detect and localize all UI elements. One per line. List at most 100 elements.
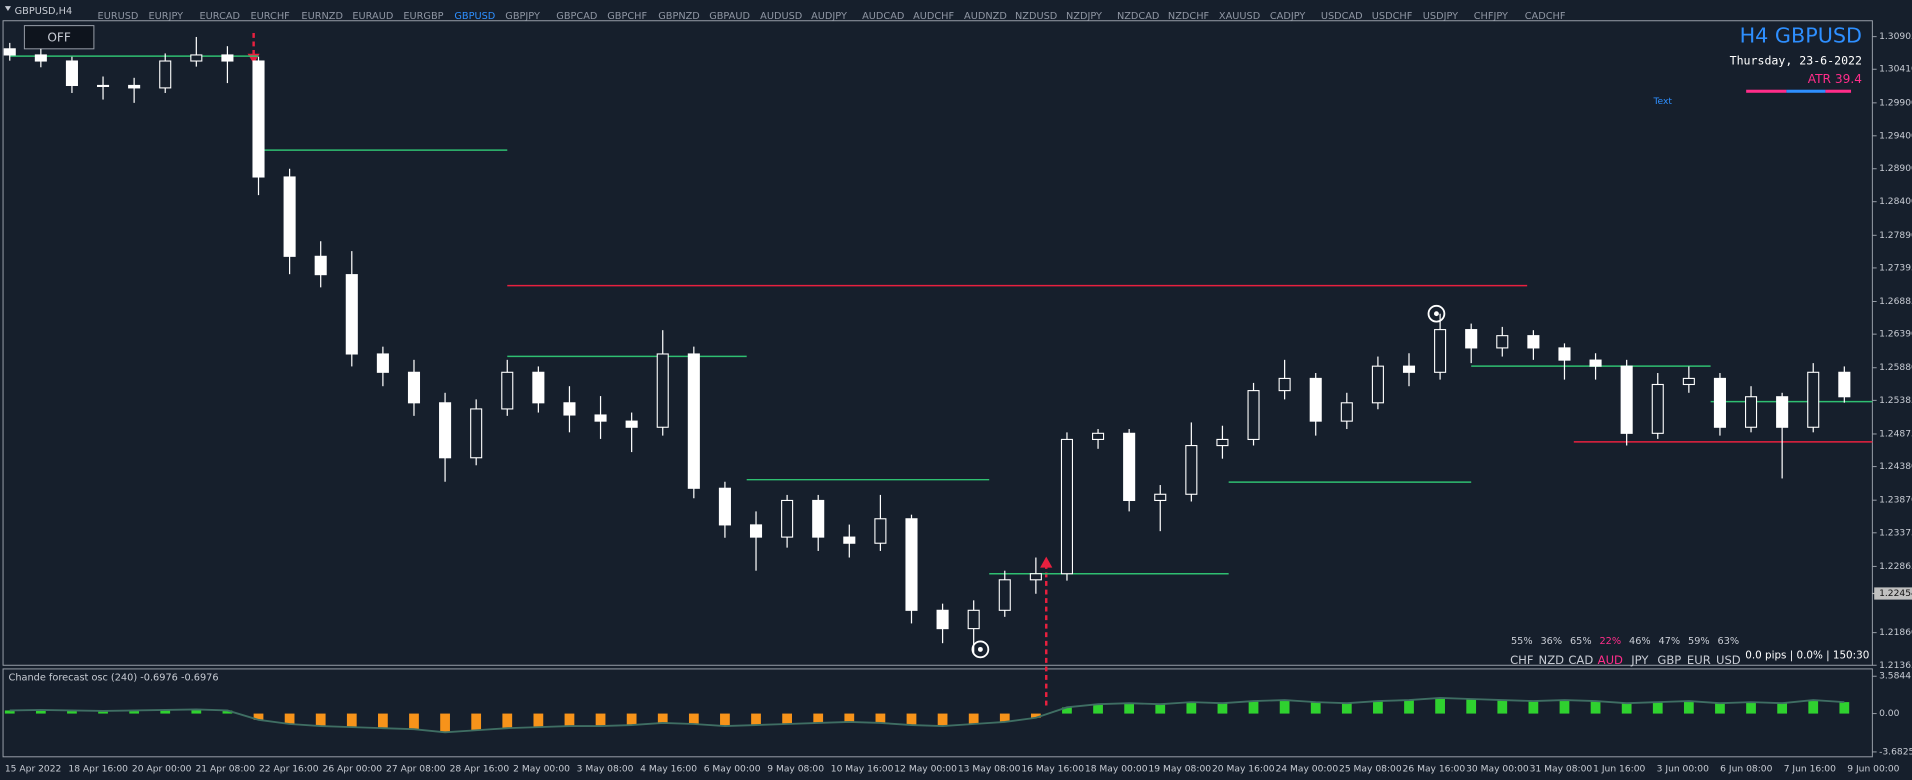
osc-bar <box>595 713 606 727</box>
symbol-tab[interactable]: EURGBP <box>403 11 443 22</box>
symbol-tab[interactable]: AUDNZD <box>964 11 1007 22</box>
symbol-tab[interactable]: GBPCHF <box>607 11 647 22</box>
osc-bar <box>906 713 917 726</box>
y-tick-label: 1.21860 <box>1879 628 1912 638</box>
osc-bar <box>1341 703 1352 714</box>
candle-body <box>1278 377 1291 392</box>
candle-body <box>1371 365 1384 404</box>
buy-arrow-head <box>1040 556 1053 568</box>
osc-bar <box>999 713 1010 722</box>
osc-bar <box>875 713 886 723</box>
osc-bar <box>564 713 575 727</box>
status: 0.0 pips | 0.0% | 150:30 <box>1745 649 1869 661</box>
symbol-tab[interactable]: AUDJPY <box>811 11 847 22</box>
candle-body <box>345 274 358 355</box>
symbol-tab[interactable]: CHFJPY <box>1474 11 1508 22</box>
symbol-tab[interactable]: GBPUSD <box>454 11 495 22</box>
symbol-tab[interactable]: AUDCHF <box>913 11 954 22</box>
y-tick-label: 1.26885 <box>1879 297 1912 307</box>
osc-bar <box>4 710 15 714</box>
osc-bar <box>813 713 824 723</box>
symbol-tab[interactable]: NZDCHF <box>1168 11 1210 22</box>
osc-bar <box>1093 704 1103 714</box>
symbol-tab[interactable]: GBPCAD <box>556 11 597 22</box>
candle-body <box>1527 335 1540 349</box>
osc-bar <box>502 713 513 729</box>
symbol-tab[interactable]: EURCHF <box>250 11 290 22</box>
symbol-tab[interactable]: GBPJPY <box>505 11 540 22</box>
candle-body <box>1558 347 1571 361</box>
strength-percent: 22% <box>1599 636 1621 647</box>
symbol-tab[interactable]: EURAUD <box>352 11 393 22</box>
osc-bar <box>67 710 77 714</box>
candle-body <box>97 84 110 87</box>
symbol-tab[interactable]: CADCHF <box>1525 11 1566 22</box>
strength-currency: USD <box>1716 653 1741 667</box>
candle-body <box>905 518 918 611</box>
candle-body <box>1092 432 1105 440</box>
symbol-tab[interactable]: NZDCAD <box>1117 11 1159 22</box>
osc-bar <box>1186 702 1197 714</box>
x-tick-label: 20 May 16:00 <box>1212 765 1275 775</box>
candle-body <box>1745 396 1758 428</box>
candle-body <box>314 255 327 276</box>
osc-bar <box>1621 703 1632 714</box>
osc-bar <box>440 713 450 733</box>
candle-body <box>376 353 389 373</box>
symbol-tab[interactable]: EURUSD <box>98 11 139 22</box>
symbol-tab[interactable]: AUDUSD <box>760 11 802 22</box>
candle-body <box>221 54 234 62</box>
candle-body <box>1185 445 1198 495</box>
symbol-tab[interactable]: NZDJPY <box>1066 11 1102 22</box>
atr-bar <box>1786 89 1826 93</box>
candle-body <box>1309 377 1322 422</box>
candle-body <box>1123 432 1136 502</box>
symbol-tab[interactable]: USDCHF <box>1372 11 1413 22</box>
y-tick-label: 1.23375 <box>1879 528 1912 538</box>
osc-bar <box>409 713 419 730</box>
candle-body <box>1434 329 1447 373</box>
symbol-tab[interactable]: NZDUSD <box>1015 11 1057 22</box>
osc-line <box>9 697 1845 734</box>
symbol-tab[interactable]: EURCAD <box>199 11 240 22</box>
symbol-tab[interactable]: GBPNZD <box>658 11 700 22</box>
current-price-label: 1.22454 <box>1879 589 1912 599</box>
symbol-tab[interactable]: CADJPY <box>1270 11 1306 22</box>
symbol-tab[interactable]: USDJPY <box>1423 11 1458 22</box>
osc-bar <box>98 710 108 714</box>
symbol-tab[interactable]: EURNZD <box>301 11 343 22</box>
symbol-tab[interactable]: XAUUSD <box>1219 11 1260 22</box>
candle-body <box>252 60 265 178</box>
x-tick-label: 7 Jun 16:00 <box>1784 765 1836 775</box>
swing-low-marker <box>977 646 983 652</box>
x-tick-label: 9 Jun 00:00 <box>1847 765 1899 775</box>
symbol-tab[interactable]: GBPAUD <box>709 11 750 22</box>
candle-body <box>1154 493 1167 502</box>
y-tick-label: 1.26390 <box>1879 330 1912 340</box>
osc-bar <box>1435 697 1445 714</box>
x-tick-label: 3 May 08:00 <box>577 765 634 775</box>
candle-body <box>874 518 887 544</box>
off-button[interactable] <box>23 25 95 50</box>
symbol-tab[interactable]: USDCAD <box>1321 11 1363 22</box>
x-tick-label: 31 May 08:00 <box>1530 765 1593 775</box>
y-tick-label: 1.24380 <box>1879 462 1912 472</box>
y-tick-label: 1.27890 <box>1879 231 1912 241</box>
symbol-tab[interactable]: EURJPY <box>149 11 184 22</box>
osc-bar <box>253 713 264 720</box>
main-frame <box>2 20 1873 666</box>
candle-body <box>1589 359 1602 367</box>
off-button-label[interactable]: OFF <box>47 30 71 44</box>
candle-body <box>1496 335 1509 349</box>
menu-arrow[interactable] <box>4 6 11 11</box>
y-tick-label: -3.6825 <box>1879 747 1912 757</box>
x-tick-label: 16 May 16:00 <box>1021 765 1084 775</box>
candle-body <box>532 371 545 404</box>
x-tick-label: 28 Apr 16:00 <box>450 765 510 775</box>
osc-bar <box>751 713 761 726</box>
y-tick-label: 3.5844 <box>1879 672 1911 682</box>
symbol-tab[interactable]: AUDCAD <box>862 11 904 22</box>
candle-body <box>687 353 700 489</box>
candle-body <box>3 48 16 56</box>
